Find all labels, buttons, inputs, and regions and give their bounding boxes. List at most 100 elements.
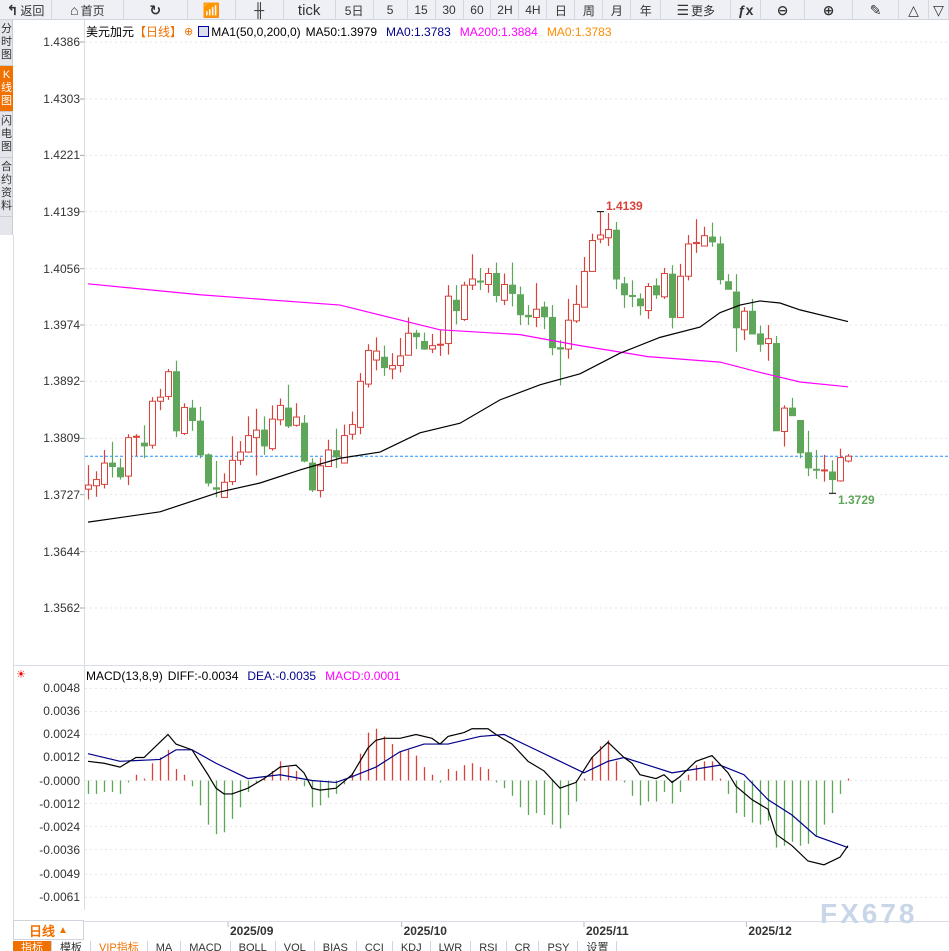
pen-icon: ✎ <box>869 1 882 18</box>
sidebar-tab-3[interactable]: 合约资料 <box>0 158 13 217</box>
candle-up <box>445 285 452 355</box>
toolbar-button-tick[interactable]: tick <box>284 0 336 20</box>
toolbar-button-月[interactable]: 月 <box>603 0 632 20</box>
toolbar-button-bar-chart[interactable]: 📶 <box>188 0 236 20</box>
macd-settings-icon[interactable]: ☀ <box>16 669 26 681</box>
candle-up <box>437 329 444 356</box>
candle-up <box>485 267 492 293</box>
toolbar-button-label: 年 <box>639 3 652 18</box>
toolbar-button-zoom-out[interactable]: ⊖ <box>761 0 806 20</box>
macd-value: MACD:0.0001 <box>325 669 401 683</box>
toolbar-button-fx[interactable]: ƒx <box>731 0 762 20</box>
ma50-value: MA50:1.3979 <box>305 24 378 39</box>
toolbar-button-triangle[interactable]: △ <box>899 0 929 20</box>
indicator-tab-设置[interactable]: 设置 <box>578 941 618 951</box>
toolbar-button-15[interactable]: 15 <box>408 0 436 20</box>
indicator-tab-KDJ[interactable]: KDJ <box>392 941 431 951</box>
toolbar-button-candlestick[interactable]: ╫ <box>236 0 284 20</box>
zoom-in-icon: ⊕ <box>822 1 835 18</box>
candle-up <box>605 213 612 247</box>
indicator-tab-BIAS[interactable]: BIAS <box>314 941 357 951</box>
indicator-tab-VOL[interactable]: VOL <box>275 941 315 951</box>
indicator-tab-BOLL[interactable]: BOLL <box>230 941 276 951</box>
toolbar-button-4H[interactable]: 4H <box>519 0 548 20</box>
toolbar-button-pen[interactable]: ✎ <box>853 0 900 20</box>
period-selector[interactable]: 日线 ▲ <box>13 920 84 940</box>
candle-up <box>501 273 508 306</box>
indicator-chart-icon[interactable] <box>198 26 210 37</box>
macd-tick-label: -0.0049 <box>39 867 80 882</box>
price-tick-label: 1.4303 <box>43 92 80 106</box>
toolbar-button-zoom-in[interactable]: ⊕ <box>805 0 854 20</box>
candle-down <box>789 397 796 417</box>
toolbar-button-更多[interactable]: ☰ 更多 <box>661 0 732 20</box>
candle-down <box>829 460 836 494</box>
price-tick-label: 1.3727 <box>43 487 80 502</box>
sidebar-tab-0[interactable]: 分时图 <box>0 20 13 66</box>
ma0-value: MA0:1.3783 <box>386 24 451 39</box>
toolbar-button-周[interactable]: 周 <box>575 0 604 20</box>
candle-down <box>509 262 516 307</box>
indicator-tab-指标[interactable]: 指标 <box>13 941 52 951</box>
ma200-line <box>87 283 849 388</box>
indicator-tab-PSY[interactable]: PSY <box>539 941 579 951</box>
sidebar-tab-1[interactable]: K线图 <box>0 66 13 112</box>
toolbar-button-30[interactable]: 30 <box>436 0 464 20</box>
candle-up <box>277 398 284 426</box>
price-tick-label: 1.4056 <box>43 261 80 276</box>
candle-down <box>797 419 804 459</box>
candle-down <box>669 265 676 329</box>
toolbar-button-refresh[interactable]: ↻ <box>124 0 188 20</box>
toolbar-button-返回[interactable]: ↰ 返回 <box>0 0 52 20</box>
price-tick-label: 1.4139 <box>43 204 80 219</box>
candle-down <box>261 416 268 455</box>
indicator-tab-RSI[interactable]: RSI <box>471 941 507 951</box>
candle-down <box>117 458 124 480</box>
candle-down <box>477 267 484 290</box>
candle-down <box>757 325 764 352</box>
indicator-tab-MA[interactable]: MA <box>147 941 182 951</box>
toolbar-button-2H[interactable]: 2H <box>491 0 520 20</box>
toolbar-button-5[interactable]: 5 <box>374 0 408 20</box>
candle-up <box>125 434 132 486</box>
back-arrow-icon: ↰ <box>6 1 19 18</box>
settings-circle-icon[interactable]: ⊕ <box>184 26 194 38</box>
candle-down <box>813 450 820 479</box>
toolbar-button-首页[interactable]: ⌂ 首页 <box>52 0 124 20</box>
candle-up <box>269 405 276 451</box>
toolbar-button-label: 日 <box>554 3 567 18</box>
time-tick-label: 2025/12 <box>748 924 792 938</box>
indicator-tab-CR[interactable]: CR <box>506 941 540 951</box>
candle-up <box>429 333 436 354</box>
macd-name: MACD(13,8,9) <box>86 669 163 683</box>
price-tick-label: 1.3892 <box>43 374 80 389</box>
candle-up <box>165 368 172 400</box>
candle-down <box>205 453 212 487</box>
indicator-tab-MACD[interactable]: MACD <box>181 941 231 951</box>
candlestick-icon: ╫ <box>254 2 265 18</box>
dea-line <box>87 733 849 849</box>
indicator-tab-模板[interactable]: 模板 <box>52 941 91 951</box>
candle-up <box>685 235 692 281</box>
high-price-label: 1.4139 <box>606 198 643 213</box>
toolbar-button-label: 更多 <box>691 3 716 18</box>
indicator-tab-CCI[interactable]: CCI <box>356 941 393 951</box>
toolbar-button-年[interactable]: 年 <box>631 0 662 20</box>
candle-down <box>805 430 812 477</box>
toolbar-button-label: 首页 <box>80 3 105 18</box>
time-tick-label: 2025/10 <box>403 924 447 938</box>
sidebar-tab-2[interactable]: 闪电图 <box>0 112 13 158</box>
candle-down <box>285 384 292 429</box>
toolbar-button-日[interactable]: 日 <box>547 0 576 20</box>
indicator-tab-VIP指标[interactable]: VIP指标 <box>91 941 148 951</box>
toolbar-button-5日[interactable]: 5日 <box>336 0 374 20</box>
indicator-tab-LWR[interactable]: LWR <box>430 941 472 951</box>
toolbar-button-60[interactable]: 60 <box>464 0 492 20</box>
toolbar-button-more-tools[interactable]: ▽ <box>929 0 949 20</box>
toolbar-button-label: 15 <box>414 3 428 17</box>
symbol-name: 美元加元 <box>86 25 135 39</box>
candle-up <box>469 254 476 290</box>
price-axis-line <box>84 20 85 910</box>
candle-down <box>333 428 340 468</box>
